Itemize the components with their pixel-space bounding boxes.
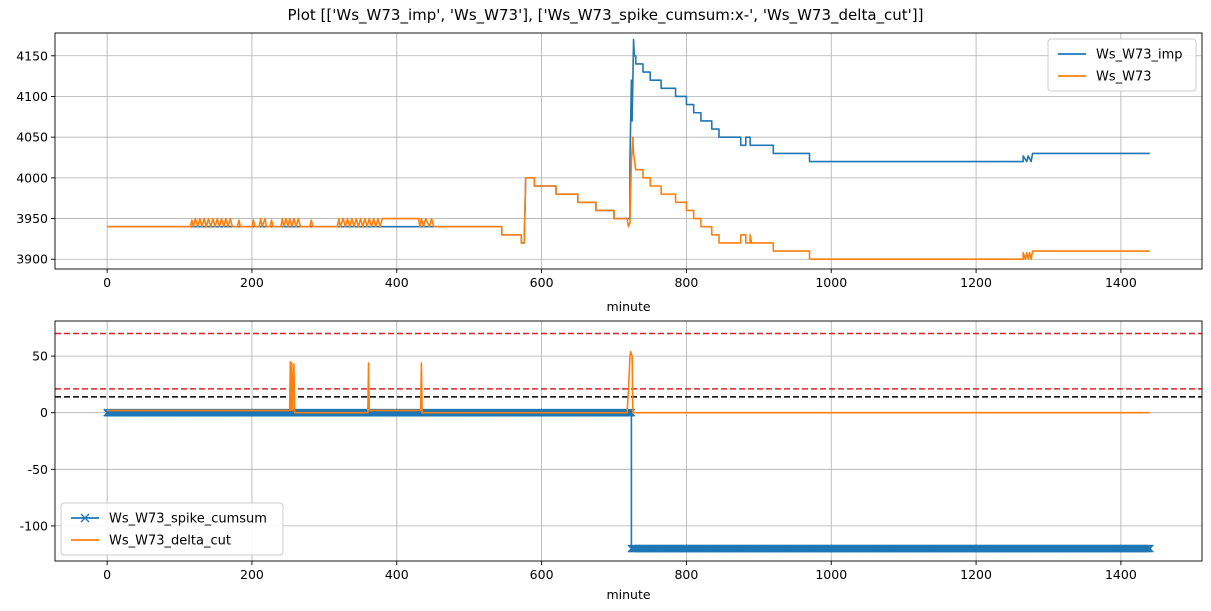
y-tick-label: 4150 [16,48,48,63]
y-tick-label: -50 [28,462,48,477]
series-line-Ws_W73 [107,136,1150,261]
legend-label: Ws_W73 [1096,70,1152,85]
x-tick-label: 600 [530,275,554,290]
plot-area [107,38,1150,261]
marker-x [627,408,636,417]
x-tick-label: 1200 [960,275,992,290]
subplot-2: 0 200 400 600 800 1000 1200 1400 -100 -50 0 50 minut… [20,320,1203,602]
x-tick-label: 200 [240,275,264,290]
y-tick-label: 0 [40,405,48,420]
x-axis-label: minute [606,587,650,602]
axes-frame [54,320,1203,562]
y-tick-label: 50 [32,349,48,364]
legend: Ws_W73_spike_cumsum Ws_W73_delta_cut [60,502,284,556]
legend-box [60,502,284,556]
legend: Ws_W73_imp Ws_W73 [1047,38,1197,92]
legend-label: Ws_W73_spike_cumsum [109,512,267,527]
x-tick-label: 400 [385,567,409,582]
legend-label: Ws_W73_imp [1096,48,1183,63]
y-tick-label: 3950 [16,211,48,226]
x-axis-label: minute [606,299,650,314]
y-tick-label: -100 [20,518,48,533]
x-tick-label: 0 [103,567,111,582]
legend-box [1047,38,1197,92]
series-line-Ws_W73_delta_cut [107,350,1150,414]
y-tick-label: 4100 [16,89,48,104]
legend-marker-x [80,513,90,523]
subplot-1: 0 200 400 600 800 1000 1200 1400 3900 3950 4000 405… [16,32,1203,314]
y-tick-label: 4000 [16,170,48,185]
x-tick-label: 200 [240,567,264,582]
x-tick-label: 1000 [815,567,847,582]
y-tick-label: 4050 [16,130,48,145]
figure-title: Plot [['Ws_W73_imp', 'Ws_W73'], ['Ws_W73… [287,6,924,24]
axes-frame [54,32,1203,270]
x-tick-label: 400 [385,275,409,290]
x-tick-label: 800 [674,567,698,582]
x-tick-label: 600 [530,567,554,582]
legend-label: Ws_W73_delta_cut [109,534,231,549]
marker-x [1145,544,1154,553]
x-tick-label: 1400 [1105,275,1137,290]
y-tick-label: 3900 [16,252,48,267]
x-tick-label: 1200 [960,567,992,582]
x-tick-label: 800 [674,275,698,290]
series-line-Ws_W73_imp [107,38,1150,244]
x-tick-label: 0 [103,275,111,290]
x-tick-label: 1400 [1105,567,1137,582]
x-tick-label: 1000 [815,275,847,290]
plot-area [55,332,1202,553]
